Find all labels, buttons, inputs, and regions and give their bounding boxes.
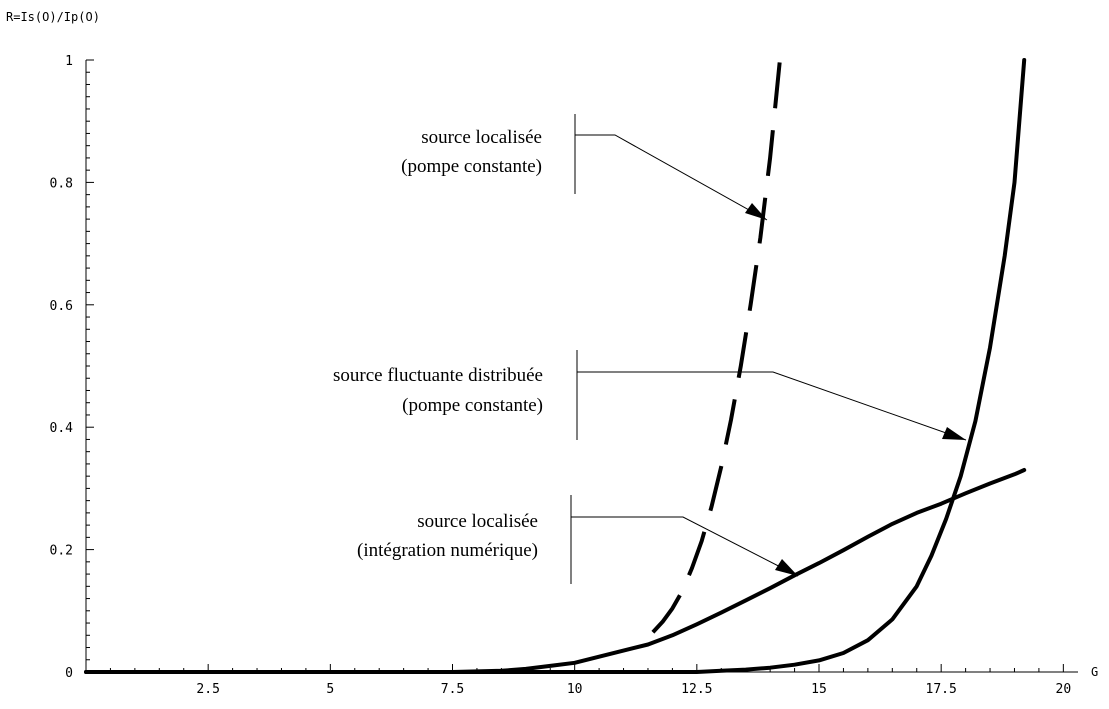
x-axis-ticks: 2.5 5 7.5 10 12.5 15 17.5 20 — [196, 664, 1071, 697]
x-tick-label: 17.5 — [926, 682, 957, 697]
annotation-3-line-2: (intégration numérique) — [357, 540, 538, 561]
x-tick-label: 20 — [1056, 682, 1072, 697]
x-tick-label: 12.5 — [681, 682, 712, 697]
annotation-fluctuating-distributed: source fluctuante distribuée (pompe cons… — [333, 350, 967, 441]
y-tick-label: 1 — [65, 54, 73, 69]
annotation-2-line-1: source fluctuante distribuée — [333, 365, 543, 386]
minor-ticks — [86, 71, 1040, 672]
y-tick-label: 0.2 — [50, 544, 73, 559]
annotation-1-line-2: (pompe constante) — [401, 156, 542, 177]
annotation-2-arrowhead — [942, 427, 966, 440]
series-layer — [84, 58, 1027, 674]
annotation-1-line-1: source localisée — [421, 127, 542, 148]
y-axis-ticks: 0 0.2 0.4 0.6 0.8 1 — [50, 54, 94, 681]
y-tick-label: 0.4 — [50, 421, 74, 436]
annotation-3-arrowhead — [775, 559, 798, 576]
annotation-2-leader — [577, 371, 967, 441]
y-axis-label: R=Is(O)/Ip(O) — [6, 10, 100, 24]
annotation-3-leader — [571, 516, 799, 577]
y-tick-label: 0.6 — [50, 299, 73, 314]
annotation-localized-numerical: source localisée (intégration numérique) — [357, 495, 799, 584]
y-tick-label: 0 — [65, 666, 73, 681]
x-tick-label: 5 — [326, 682, 334, 697]
annotation-localized-constant-pump: source localisée (pompe constante) — [401, 114, 768, 221]
series-line-3 — [84, 58, 1027, 674]
x-tick-label: 2.5 — [196, 682, 219, 697]
x-tick-label: 15 — [811, 682, 827, 697]
series-line-1 — [651, 59, 782, 634]
annotation-1-arrowhead — [745, 203, 767, 220]
series-line-2 — [84, 468, 1027, 674]
annotation-1-leader — [575, 134, 768, 221]
annotation-2-line-2: (pompe constante) — [402, 395, 543, 416]
x-tick-label: 7.5 — [441, 682, 464, 697]
x-axis-label: G — [1091, 665, 1098, 679]
y-tick-label: 0.8 — [50, 176, 73, 191]
annotation-3-line-1: source localisée — [417, 511, 538, 532]
x-tick-label: 10 — [567, 682, 583, 697]
